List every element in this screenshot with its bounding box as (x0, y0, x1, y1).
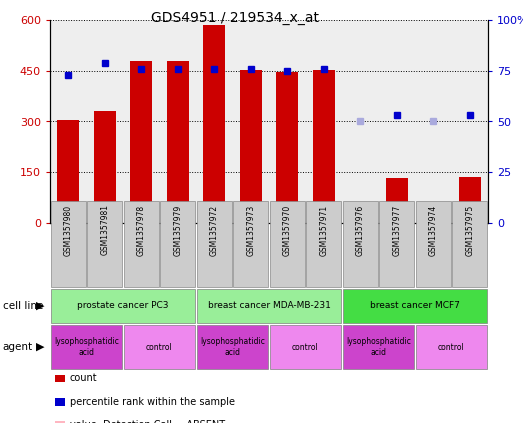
FancyBboxPatch shape (197, 325, 268, 368)
FancyBboxPatch shape (416, 325, 487, 368)
Bar (459, 177, 481, 223)
FancyBboxPatch shape (197, 201, 232, 287)
Bar (313, 70, 335, 223)
Bar (349, 214, 371, 223)
Text: count: count (70, 374, 97, 384)
Text: GSM1357971: GSM1357971 (319, 204, 328, 255)
FancyBboxPatch shape (160, 201, 195, 287)
Text: ▶: ▶ (36, 342, 45, 352)
FancyBboxPatch shape (306, 201, 342, 287)
FancyBboxPatch shape (51, 201, 86, 287)
Bar (240, 70, 262, 223)
Text: lysophosphatidic
acid: lysophosphatidic acid (346, 337, 411, 357)
FancyBboxPatch shape (416, 201, 451, 287)
FancyBboxPatch shape (270, 201, 305, 287)
FancyBboxPatch shape (379, 201, 414, 287)
FancyBboxPatch shape (124, 201, 159, 287)
FancyBboxPatch shape (87, 201, 122, 287)
Text: value, Detection Call = ABSENT: value, Detection Call = ABSENT (70, 420, 225, 423)
Text: control: control (438, 343, 465, 352)
Text: breast cancer MCF7: breast cancer MCF7 (370, 302, 460, 310)
Text: GSM1357972: GSM1357972 (210, 204, 219, 255)
Text: GSM1357970: GSM1357970 (283, 204, 292, 255)
FancyBboxPatch shape (270, 325, 341, 368)
Text: ▶: ▶ (36, 301, 45, 311)
FancyBboxPatch shape (51, 289, 195, 323)
Text: lysophosphatidic
acid: lysophosphatidic acid (54, 337, 119, 357)
Text: GSM1357980: GSM1357980 (64, 204, 73, 255)
FancyBboxPatch shape (343, 201, 378, 287)
Bar (203, 25, 225, 223)
FancyBboxPatch shape (452, 201, 487, 287)
Text: GSM1357979: GSM1357979 (173, 204, 182, 255)
FancyBboxPatch shape (51, 325, 122, 368)
Text: prostate cancer PC3: prostate cancer PC3 (77, 302, 169, 310)
FancyBboxPatch shape (124, 325, 195, 368)
Text: GDS4951 / 219534_x_at: GDS4951 / 219534_x_at (151, 11, 320, 25)
Text: GSM1357977: GSM1357977 (392, 204, 401, 255)
Text: control: control (292, 343, 319, 352)
FancyBboxPatch shape (343, 289, 487, 323)
Text: GSM1357973: GSM1357973 (246, 204, 255, 255)
Text: GSM1357974: GSM1357974 (429, 204, 438, 255)
Bar (422, 216, 444, 223)
FancyBboxPatch shape (233, 201, 268, 287)
Text: control: control (146, 343, 173, 352)
Bar (94, 111, 116, 223)
Text: agent: agent (3, 342, 33, 352)
Text: cell line: cell line (3, 301, 43, 311)
Text: GSM1357981: GSM1357981 (100, 204, 109, 255)
Bar (58, 120, 79, 223)
Text: breast cancer MDA-MB-231: breast cancer MDA-MB-231 (208, 302, 331, 310)
Text: percentile rank within the sample: percentile rank within the sample (70, 397, 235, 407)
Text: GSM1357978: GSM1357978 (137, 204, 146, 255)
Bar (386, 178, 408, 223)
Text: GSM1357975: GSM1357975 (465, 204, 474, 255)
Text: GSM1357976: GSM1357976 (356, 204, 365, 255)
FancyBboxPatch shape (197, 289, 341, 323)
Bar (276, 72, 298, 223)
FancyBboxPatch shape (343, 325, 414, 368)
Bar (130, 60, 152, 223)
Bar (167, 61, 189, 223)
Text: lysophosphatidic
acid: lysophosphatidic acid (200, 337, 265, 357)
